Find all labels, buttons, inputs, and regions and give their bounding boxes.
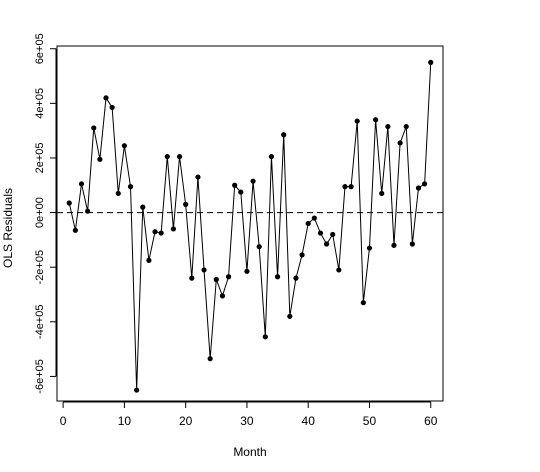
data-point	[311, 215, 317, 221]
data-point	[397, 140, 403, 146]
y-axis-label: OLS Residuals	[1, 188, 15, 268]
data-point	[262, 334, 268, 340]
data-point	[244, 268, 250, 274]
data-point	[428, 59, 434, 65]
y-tick-label: 4e+05	[34, 88, 46, 119]
data-point	[366, 245, 373, 251]
data-point	[281, 132, 287, 138]
data-point	[91, 125, 97, 131]
x-tick-label: 20	[179, 414, 193, 428]
y-tick-label: 6e+05	[34, 33, 46, 64]
data-point	[232, 182, 238, 188]
data-point	[176, 153, 183, 160]
data-point	[109, 104, 115, 111]
data-point	[195, 174, 201, 180]
data-point	[348, 184, 354, 190]
y-tick-label: -6e+05	[34, 359, 46, 394]
series-line	[68, 62, 432, 391]
x-axis: 0 10 20 30 40 50 60	[60, 401, 438, 428]
data-point	[305, 220, 311, 227]
data-point	[323, 241, 330, 247]
y-tick-label: 2e+05	[34, 143, 46, 174]
data-point	[121, 143, 127, 149]
data-point	[422, 181, 428, 187]
data-point	[146, 257, 152, 263]
data-point	[238, 189, 244, 195]
data-point	[219, 293, 226, 299]
data-point	[213, 276, 219, 283]
data-point	[385, 123, 391, 130]
data-point	[360, 300, 366, 306]
data-point	[201, 267, 207, 273]
data-point	[373, 117, 379, 123]
data-point	[72, 227, 78, 233]
data-point	[207, 356, 213, 362]
data-point	[250, 178, 256, 184]
data-point	[134, 387, 140, 393]
y-tick-label: -2e+05	[34, 250, 46, 285]
data-point	[158, 230, 164, 236]
data-point	[256, 244, 262, 250]
data-point	[170, 226, 177, 232]
x-tick-label: 30	[240, 414, 254, 428]
data-point	[115, 190, 121, 197]
data-point	[152, 229, 158, 235]
data-point	[225, 274, 232, 280]
x-tick-label: 40	[302, 414, 316, 428]
data-point	[78, 181, 85, 187]
data-point	[287, 313, 293, 319]
data-point	[103, 95, 109, 101]
data-point	[127, 184, 134, 190]
x-tick-label: 60	[424, 414, 438, 428]
y-tick-label: 0e+00	[34, 197, 46, 228]
y-tick-label: -4e+05	[34, 305, 46, 340]
data-point	[391, 242, 397, 248]
data-point	[164, 153, 170, 160]
data-point	[354, 118, 360, 124]
data-point	[85, 208, 91, 214]
y-axis: -6e+05 -4e+05 -2e+05 0e+00 2e+05 4e+05 6e+05	[34, 33, 57, 394]
data-point	[293, 275, 299, 281]
data-point	[189, 275, 195, 281]
plot-box	[56, 45, 444, 402]
data-point	[66, 200, 72, 206]
data-point	[97, 156, 103, 162]
data-point	[140, 204, 146, 210]
data-point	[379, 190, 385, 197]
data-point	[317, 230, 324, 236]
data-point	[336, 267, 342, 273]
data-point	[299, 252, 305, 258]
x-tick-label: 0	[60, 414, 67, 428]
data-point	[409, 241, 415, 247]
data-point	[403, 123, 409, 130]
data-point	[342, 184, 348, 190]
data-point	[415, 185, 422, 191]
data-point	[183, 201, 189, 207]
data-point	[268, 153, 275, 160]
data-point	[330, 231, 336, 238]
x-axis-label: Month	[233, 445, 266, 459]
residual-series	[66, 59, 434, 393]
data-point	[274, 274, 281, 280]
x-tick-label: 10	[118, 414, 132, 428]
x-tick-label: 50	[363, 414, 377, 428]
